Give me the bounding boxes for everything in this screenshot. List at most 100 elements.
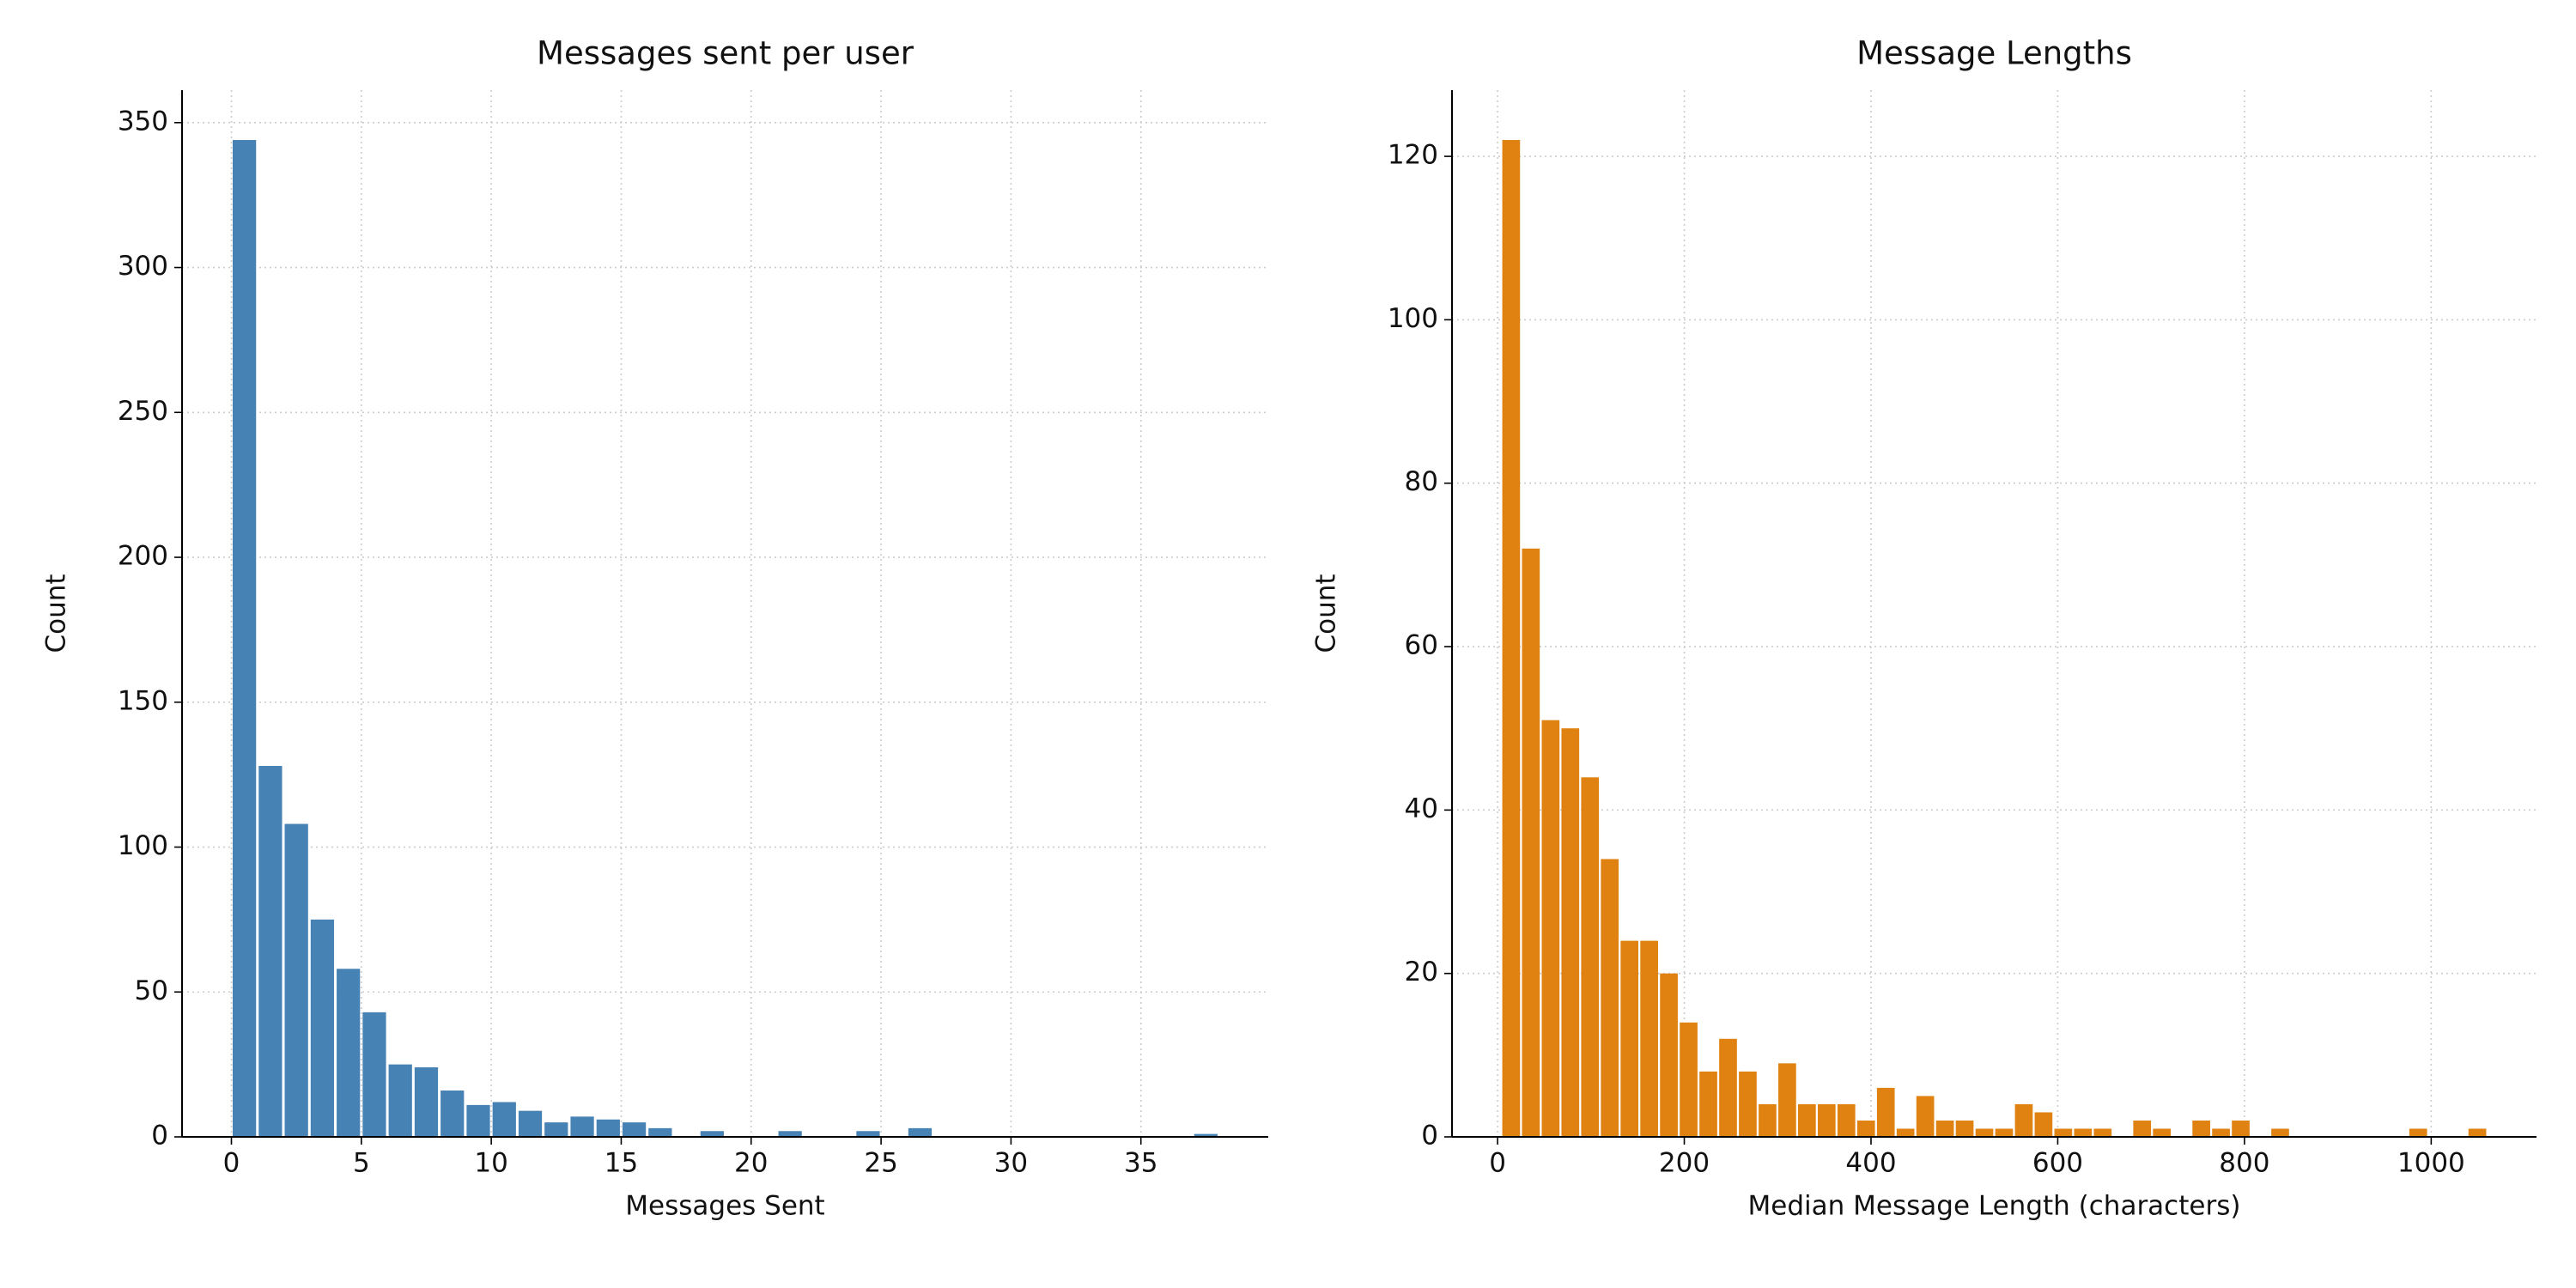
x-tick-label: 25 <box>864 1148 897 1179</box>
x-axis-label: Median Message Length (characters) <box>1748 1191 2241 1222</box>
x-tick-label: 0 <box>223 1148 240 1179</box>
bar <box>337 969 361 1137</box>
bar <box>1522 548 1540 1137</box>
bar <box>1916 1096 1935 1137</box>
chart-panel: 0 50 100 150 200 250 300 350 0 5 10 15 20 25 30 35 Messa… <box>41 35 1268 1222</box>
y-tick-label: 200 <box>118 541 168 572</box>
bar <box>856 1131 880 1137</box>
bar <box>414 1067 439 1137</box>
y-axis-label: Count <box>1311 574 1342 653</box>
x-tick-label: 0 <box>1489 1148 1506 1179</box>
bar <box>310 919 335 1137</box>
bar <box>1817 1103 1836 1137</box>
bar <box>1739 1071 1757 1137</box>
bar <box>492 1102 516 1137</box>
x-tick-label: 800 <box>2219 1148 2269 1179</box>
x-axis-label: Messages Sent <box>625 1191 824 1222</box>
y-axis-label: Count <box>41 574 72 653</box>
x-tick-label: 5 <box>353 1148 370 1179</box>
bar <box>1581 777 1600 1137</box>
bar <box>2212 1128 2230 1137</box>
bar <box>778 1131 802 1137</box>
bar <box>1856 1120 1875 1137</box>
bar <box>2074 1128 2093 1137</box>
y-tick-label: 0 <box>1421 1121 1438 1151</box>
bar <box>1541 720 1560 1137</box>
bar <box>1699 1071 1717 1137</box>
bar <box>2133 1120 2152 1137</box>
bar <box>2232 1120 2250 1137</box>
y-tick-label: 40 <box>1405 793 1438 824</box>
bar <box>1778 1063 1796 1137</box>
bar <box>1660 973 1678 1137</box>
bar <box>1995 1128 2014 1137</box>
bar <box>1759 1103 1777 1137</box>
bar <box>1837 1103 1856 1137</box>
chart-title: Message Lengths <box>1856 35 2132 72</box>
y-tick-label: 50 <box>135 975 168 1006</box>
y-tick-label: 300 <box>118 251 168 282</box>
chart-panel: 0 20 40 60 80 100 120 0 200 400 600 800 1000 Message … <box>1311 35 2537 1222</box>
bar <box>388 1064 412 1137</box>
bar <box>2054 1128 2073 1137</box>
bar <box>1601 859 1619 1137</box>
bar <box>1935 1120 1954 1137</box>
bar <box>440 1091 465 1137</box>
bar <box>622 1122 647 1137</box>
bar <box>233 140 257 1138</box>
bar <box>908 1127 933 1137</box>
y-tick-label: 120 <box>1388 140 1438 171</box>
bar <box>2153 1128 2172 1137</box>
bar <box>1798 1103 1816 1137</box>
y-tick-label: 100 <box>1388 303 1438 334</box>
bar <box>2409 1128 2427 1137</box>
bar <box>1561 728 1580 1137</box>
x-tick-label: 400 <box>1845 1148 1896 1179</box>
bar <box>1194 1133 1218 1137</box>
bar <box>1975 1128 1994 1137</box>
bar <box>2192 1120 2210 1137</box>
y-tick-label: 150 <box>118 685 168 716</box>
bar <box>570 1116 594 1137</box>
y-tick-label: 0 <box>151 1121 168 1151</box>
bar <box>466 1104 490 1137</box>
y-tick-label: 80 <box>1405 466 1438 497</box>
bar <box>284 823 308 1137</box>
chart-title: Messages sent per user <box>537 35 914 72</box>
y-tick-label: 100 <box>118 830 168 861</box>
bar <box>1955 1120 1974 1137</box>
x-tick-label: 35 <box>1124 1148 1157 1179</box>
bar <box>362 1012 386 1137</box>
y-tick-label: 350 <box>118 106 168 137</box>
bar <box>544 1122 568 1137</box>
bar <box>1640 940 1658 1137</box>
y-tick-label: 60 <box>1405 630 1438 661</box>
x-tick-label: 200 <box>1659 1148 1710 1179</box>
bar <box>1620 940 1639 1137</box>
bar <box>596 1119 620 1137</box>
bar <box>1502 140 1521 1138</box>
y-tick-label: 250 <box>118 396 168 427</box>
bar <box>258 766 283 1137</box>
bar <box>1876 1087 1895 1137</box>
bar <box>2014 1103 2033 1137</box>
bar <box>2468 1128 2487 1137</box>
bar <box>1680 1022 1698 1137</box>
bar <box>2271 1128 2289 1137</box>
bar <box>2093 1128 2112 1137</box>
x-tick-label: 10 <box>474 1148 507 1179</box>
bar <box>2034 1112 2053 1137</box>
y-tick-label: 20 <box>1405 957 1438 987</box>
x-tick-label: 1000 <box>2397 1148 2465 1179</box>
bar <box>1719 1038 1737 1137</box>
bar <box>700 1131 724 1137</box>
x-tick-label: 600 <box>2032 1148 2083 1179</box>
x-tick-label: 15 <box>605 1148 638 1179</box>
bar <box>648 1127 672 1137</box>
x-tick-label: 30 <box>994 1148 1028 1179</box>
x-tick-label: 20 <box>734 1148 768 1179</box>
bar <box>518 1110 543 1137</box>
bar <box>1896 1128 1915 1137</box>
